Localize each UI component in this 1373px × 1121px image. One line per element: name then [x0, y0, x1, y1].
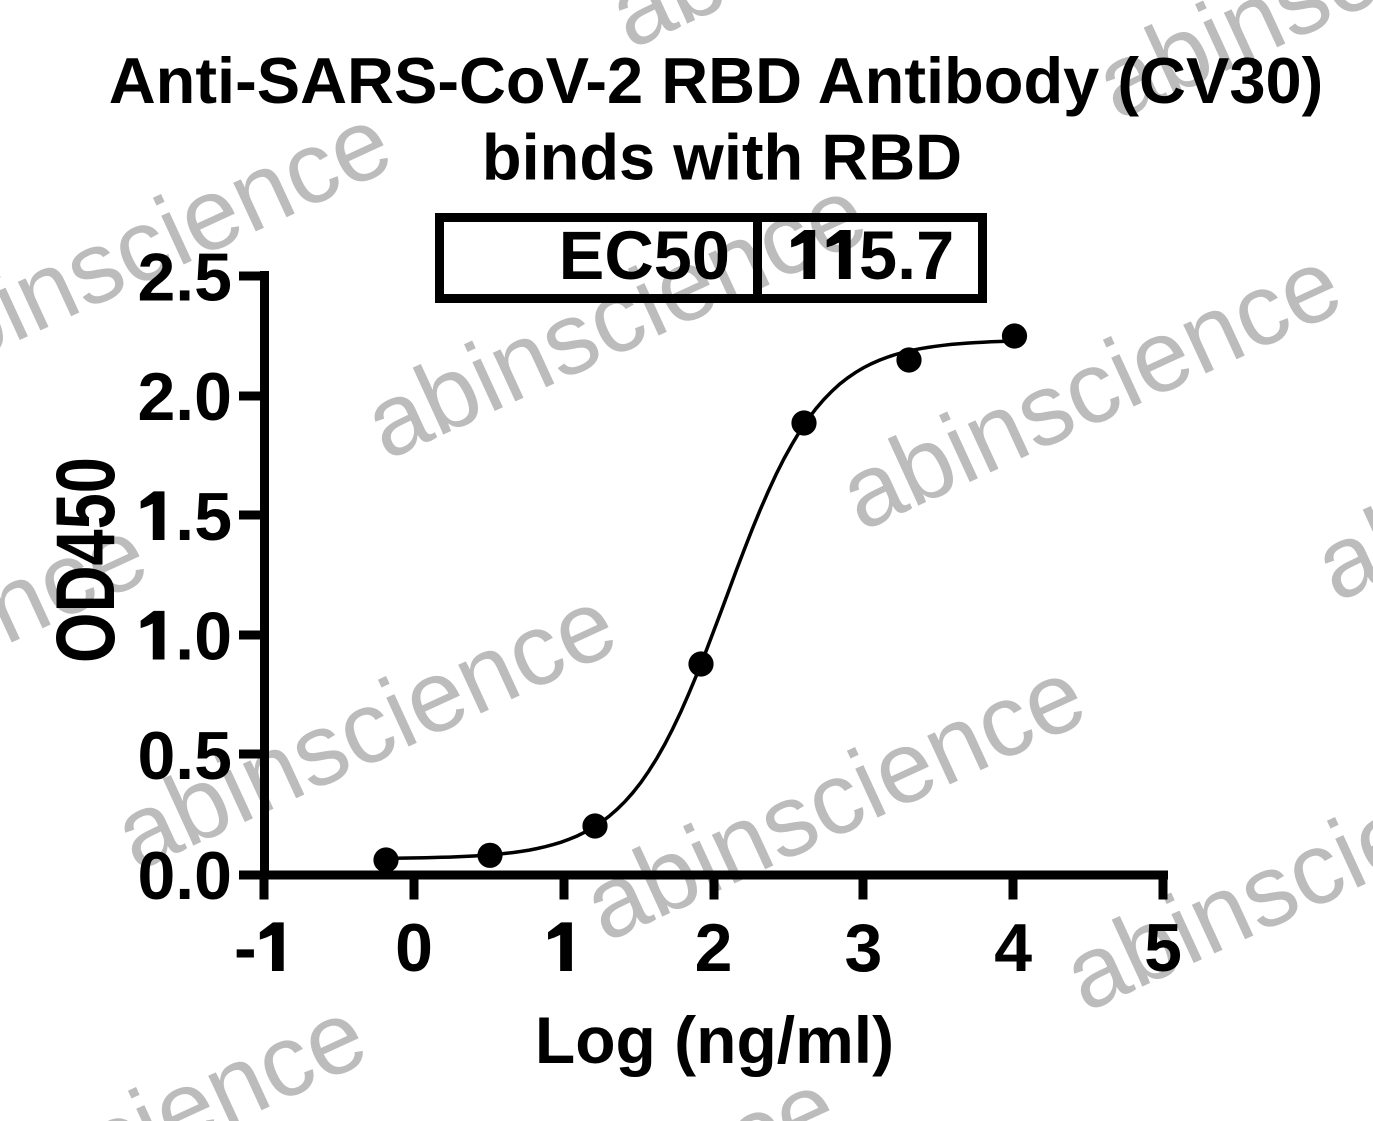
svg-text:Anti-SARS-CoV-2 RBD Antibody (: Anti-SARS-CoV-2 RBD Antibody (CV30) [109, 44, 1324, 117]
svg-text:.0: .0 [175, 599, 232, 675]
svg-text:0: 0 [395, 910, 433, 986]
svg-text:0.5: 0.5 [137, 718, 232, 794]
svg-text:2: 2 [695, 910, 733, 986]
svg-text:.5: .5 [175, 479, 232, 555]
svg-text:-: - [234, 910, 257, 986]
svg-text:2.0: 2.0 [137, 359, 232, 435]
svg-text:0.0: 0.0 [137, 838, 232, 914]
svg-text:2.5: 2.5 [137, 240, 232, 316]
svg-text:Log (ng/ml): Log (ng/ml) [535, 1003, 894, 1077]
svg-text:4: 4 [994, 910, 1032, 986]
svg-text:5.7: 5.7 [859, 217, 954, 294]
svg-text:binds with RBD: binds with RBD [482, 121, 962, 194]
svg-text:EC50: EC50 [559, 217, 730, 294]
svg-text:OD450: OD450 [38, 457, 132, 663]
svg-text:3: 3 [844, 910, 882, 986]
svg-text:5: 5 [1144, 910, 1182, 986]
